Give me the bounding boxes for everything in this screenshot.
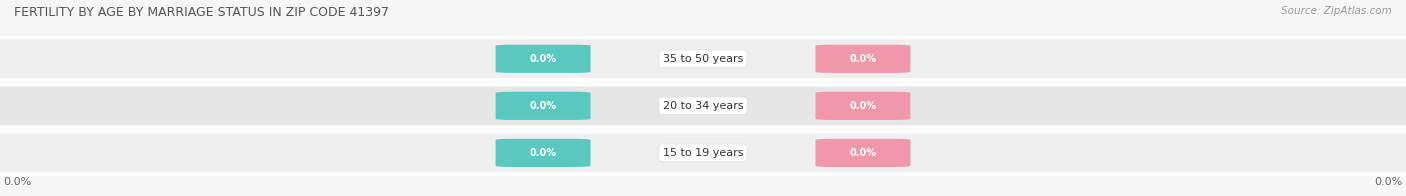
Text: 0.0%: 0.0% <box>849 101 876 111</box>
FancyBboxPatch shape <box>815 45 911 73</box>
Text: 0.0%: 0.0% <box>1374 177 1403 187</box>
Text: 20 to 34 years: 20 to 34 years <box>662 101 744 111</box>
Text: 0.0%: 0.0% <box>849 148 876 158</box>
Text: Source: ZipAtlas.com: Source: ZipAtlas.com <box>1281 6 1392 16</box>
FancyBboxPatch shape <box>0 132 1406 174</box>
FancyBboxPatch shape <box>496 139 591 167</box>
FancyBboxPatch shape <box>496 92 591 120</box>
FancyBboxPatch shape <box>0 38 1406 80</box>
FancyBboxPatch shape <box>0 85 1406 127</box>
FancyBboxPatch shape <box>815 139 911 167</box>
Text: 0.0%: 0.0% <box>530 148 557 158</box>
Text: 15 to 19 years: 15 to 19 years <box>662 148 744 158</box>
Text: 0.0%: 0.0% <box>530 101 557 111</box>
FancyBboxPatch shape <box>815 92 911 120</box>
Text: 0.0%: 0.0% <box>530 54 557 64</box>
Text: FERTILITY BY AGE BY MARRIAGE STATUS IN ZIP CODE 41397: FERTILITY BY AGE BY MARRIAGE STATUS IN Z… <box>14 6 389 19</box>
FancyBboxPatch shape <box>496 45 591 73</box>
Text: 0.0%: 0.0% <box>3 177 32 187</box>
Text: 0.0%: 0.0% <box>849 54 876 64</box>
Text: 35 to 50 years: 35 to 50 years <box>662 54 744 64</box>
